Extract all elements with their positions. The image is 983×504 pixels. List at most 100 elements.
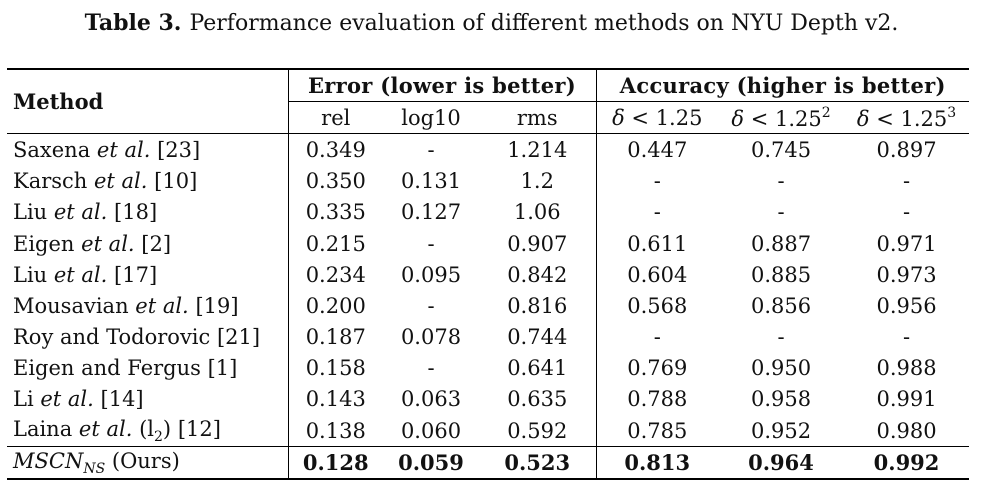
- log10-cell: 0.095: [400, 262, 462, 287]
- rms-column-header: rms: [479, 101, 597, 134]
- log10-cell: 0.078: [400, 325, 462, 350]
- rel-column-header: rel: [321, 105, 351, 130]
- method-etal: et al.: [96, 137, 151, 162]
- log10-cell: -: [427, 356, 435, 381]
- table-row: Laina et al. (l2) [12] 0.138 0.060 0.592 0.7…: [7, 415, 969, 447]
- log10-cell: 0.060: [400, 418, 462, 443]
- error-group-header: Error (lower is better): [288, 69, 597, 103]
- acc1-cell: 0.611: [627, 231, 688, 256]
- acc3-exponent: 3: [947, 104, 957, 121]
- acc1-cell: 0.604: [627, 262, 688, 287]
- rms-cell: 1.2: [479, 165, 597, 197]
- log10-column-header: log10: [401, 105, 461, 130]
- method-etal: et al.: [53, 262, 108, 287]
- method-cell: Laina et al. (l2) [12]: [7, 415, 289, 447]
- acc2-cell: 0.887: [750, 231, 812, 256]
- method-reference: [12]: [177, 416, 221, 441]
- method-cell: Li et al. [14]: [7, 383, 289, 416]
- rel-cell: 0.187: [305, 325, 366, 350]
- acc3-cell: -: [902, 200, 911, 225]
- table-caption: Table 3. Performance evaluation of differ…: [0, 8, 983, 39]
- acc3-cell: 0.988: [876, 356, 937, 381]
- acc1-cell: -: [653, 200, 661, 225]
- acc2-cell: -: [777, 200, 785, 225]
- method-etal: et al.: [94, 169, 148, 194]
- method-reference: [2]: [141, 231, 172, 256]
- ours-method-name: MSCN: [13, 448, 84, 473]
- method-reference: [21]: [216, 325, 261, 350]
- acc3-cell: 0.973: [876, 262, 937, 287]
- method-name: Saxena: [13, 137, 91, 162]
- acc1-cell: 0.785: [627, 418, 688, 443]
- acc3-cell: -: [902, 169, 911, 194]
- method-loss-subscript: 2: [154, 428, 163, 445]
- method-etal: et al.: [135, 293, 189, 318]
- rel-cell: 0.349: [288, 133, 383, 166]
- method-name: Mousavian: [13, 293, 129, 318]
- method-name: Karsch: [13, 169, 88, 194]
- method-cell: Saxena et al. [23]: [7, 133, 289, 166]
- acc2-cell: -: [777, 169, 785, 194]
- acc3-cell: 0.897: [844, 133, 970, 166]
- acc1-delta: δ: [612, 105, 625, 130]
- ours-body: MSCNNS (Ours) 0.128 0.059 0.523 0.813 0.…: [7, 446, 970, 480]
- acc1-threshold: < 1.25: [631, 105, 703, 130]
- rms-cell: 0.744: [479, 321, 597, 353]
- rms-cell: 0.816: [479, 290, 597, 322]
- rel-cell: 0.200: [305, 293, 366, 318]
- table-row: Saxena et al. [23] 0.349-1.214 0.447 0.745 0…: [7, 133, 970, 166]
- method-etal: et al.: [40, 387, 94, 412]
- results-table: Method Error (lower is better) Accuracy …: [7, 68, 970, 480]
- method-name: Eigen: [13, 231, 75, 256]
- acc3-delta: δ: [856, 106, 870, 131]
- header-row-groups: Method Error (lower is better) Accuracy …: [7, 69, 970, 134]
- method-name: Liu: [13, 262, 48, 287]
- acc3-cell: 0.980: [876, 418, 937, 443]
- method-cell: Mousavian et al. [19]: [7, 290, 289, 322]
- method-name: Laina: [13, 416, 73, 441]
- ours-tag: (Ours): [111, 448, 180, 473]
- rms-cell: 0.592: [479, 415, 597, 447]
- rel-cell: 0.158: [305, 356, 366, 381]
- table-row: Liu et al. [17] 0.234 0.095 0.842 0.604 0.885…: [7, 259, 969, 291]
- ours-method-subscript: NS: [83, 460, 106, 477]
- rel-cell: 0.143: [305, 387, 366, 412]
- log10-cell: -: [383, 133, 479, 166]
- acc3-cell: 0.956: [876, 293, 937, 318]
- method-reference: [17]: [114, 262, 158, 287]
- acc1-cell: -: [653, 325, 661, 350]
- acc2-cell: 0.950: [750, 356, 812, 381]
- table-row: Liu et al. [18] 0.335 0.127 1.06 - - -: [7, 196, 969, 228]
- ours-acc2: 0.964: [718, 446, 845, 480]
- rms-cell: 0.641: [479, 352, 597, 384]
- method-cell: Liu et al. [17]: [7, 259, 289, 291]
- method-cell: Eigen and Fergus [1]: [7, 352, 289, 384]
- table-row: Eigen and Fergus [1] 0.158 - 0.641 0.769 0.95…: [7, 352, 969, 384]
- method-etal: et al.: [81, 231, 135, 256]
- method-loss-open: (l: [139, 416, 154, 441]
- method-reference: [10]: [154, 169, 198, 194]
- method-etal: et al.: [53, 200, 108, 225]
- rms-cell: 1.214: [479, 133, 597, 166]
- rel-cell: 0.234: [305, 262, 366, 287]
- acc3-cell: 0.971: [876, 231, 937, 256]
- method-name: Roy and Todorovic: [13, 325, 211, 350]
- acc1-cell: 0.769: [627, 356, 688, 381]
- method-cell: Eigen et al. [2]: [7, 227, 289, 260]
- acc3-cell: -: [902, 325, 911, 350]
- acc3-cell: 0.991: [876, 387, 937, 412]
- ours-method-cell: MSCNNS (Ours): [7, 446, 289, 480]
- acc1-cell: 0.447: [596, 133, 719, 166]
- rms-cell: 0.842: [479, 259, 597, 291]
- caption-label: Table 3.: [84, 10, 182, 36]
- table-row: Eigen et al. [2] 0.215 - 0.907 0.611 0.887 0.9…: [7, 227, 969, 260]
- log10-cell: 0.127: [400, 200, 462, 225]
- accuracy-group-header: Accuracy (higher is better): [596, 69, 970, 103]
- log10-cell: 0.131: [400, 169, 462, 194]
- acc1-column-header: δ < 1.25: [596, 102, 718, 134]
- acc2-delta: δ: [731, 106, 745, 131]
- method-name: Liu: [13, 200, 48, 225]
- acc2-cell: 0.958: [750, 387, 812, 412]
- method-etal: et al.: [78, 416, 133, 441]
- acc2-cell: -: [777, 325, 785, 350]
